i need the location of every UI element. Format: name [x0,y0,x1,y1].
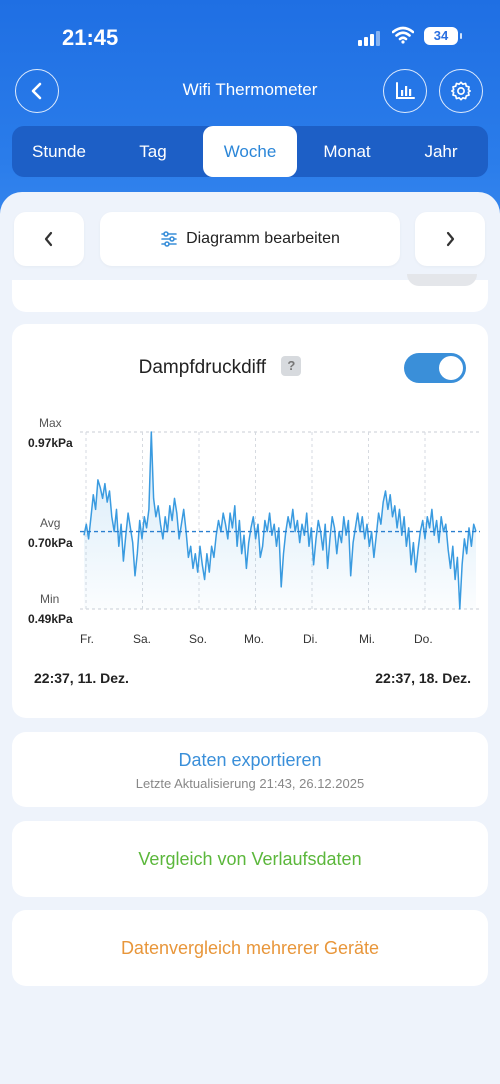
chart-toggle[interactable] [404,353,466,383]
range-start: 22:37, 11. Dez. [34,670,129,686]
tab-tag[interactable]: Tag [139,141,167,161]
range-end: 22:37, 18. Dez. [375,670,471,686]
series-line [83,431,477,610]
edit-chart-label: Diagramm bearbeiten [186,230,340,247]
tab-stunde[interactable]: Stunde [32,141,86,161]
export-label: Daten exportieren [178,750,322,770]
previous-period-button[interactable] [14,212,84,266]
settings-button[interactable] [439,69,483,113]
back-button[interactable] [15,69,59,113]
battery-icon: 34 [424,27,462,45]
y-min-value: 0.49kPa [28,612,73,626]
chart-view-button[interactable] [383,69,427,113]
export-data-button[interactable]: Daten exportieren Letzte Aktualisierung … [12,732,488,807]
gear-icon [451,81,471,101]
wifi-icon [391,26,415,49]
x-tick-so: So. [189,632,208,646]
tab-jahr[interactable]: Jahr [424,141,458,161]
next-period-button[interactable] [415,212,485,266]
y-max-label: Max [39,416,62,430]
x-tick-mi: Mi. [359,632,375,646]
page-title: Wifi Thermometer [182,80,318,99]
x-tick-di: Di. [303,632,318,646]
vpd-line-chart [80,431,480,610]
toggle-partial[interactable] [407,274,477,286]
chevron-left-icon [31,82,42,100]
last-update: Letzte Aktualisierung 21:43, 26.12.2025 [135,776,365,791]
status-bar: 21:45 34 [0,0,500,70]
chevron-right-icon [446,231,455,247]
x-tick-sa: Sa. [133,632,152,646]
history-compare-button[interactable]: Vergleich von Verlaufsdaten [12,821,488,897]
toggle-knob [439,356,463,380]
status-time: 21:45 [62,25,119,50]
x-tick-mo: Mo. [244,632,265,646]
x-tick-fr: Fr. [80,632,94,646]
x-tick-do: Do. [414,632,433,646]
y-avg-value: 0.70kPa [28,536,73,550]
cellular-signal-icon [358,28,382,46]
bar-chart-icon [396,82,415,99]
multi-device-compare-button[interactable]: Datenvergleich mehrerer Geräte [12,910,488,986]
help-icon[interactable]: ? [281,356,302,376]
previous-card-partial [12,274,488,312]
tab-monat[interactable]: Monat [323,141,371,161]
period-tabs: Stunde Tag Woche Monat Jahr [12,126,488,177]
chevron-left-icon [44,231,53,247]
y-max-value: 0.97kPa [28,436,73,450]
chart-title: Dampfdruckdiff ? [0,356,500,379]
sliders-icon [161,231,177,247]
tab-woche[interactable]: Woche [203,126,297,177]
series-area [84,432,476,609]
y-avg-label: Avg [40,516,61,530]
edit-chart-button[interactable]: Diagramm bearbeiten [100,212,400,266]
y-min-label: Min [40,592,60,606]
